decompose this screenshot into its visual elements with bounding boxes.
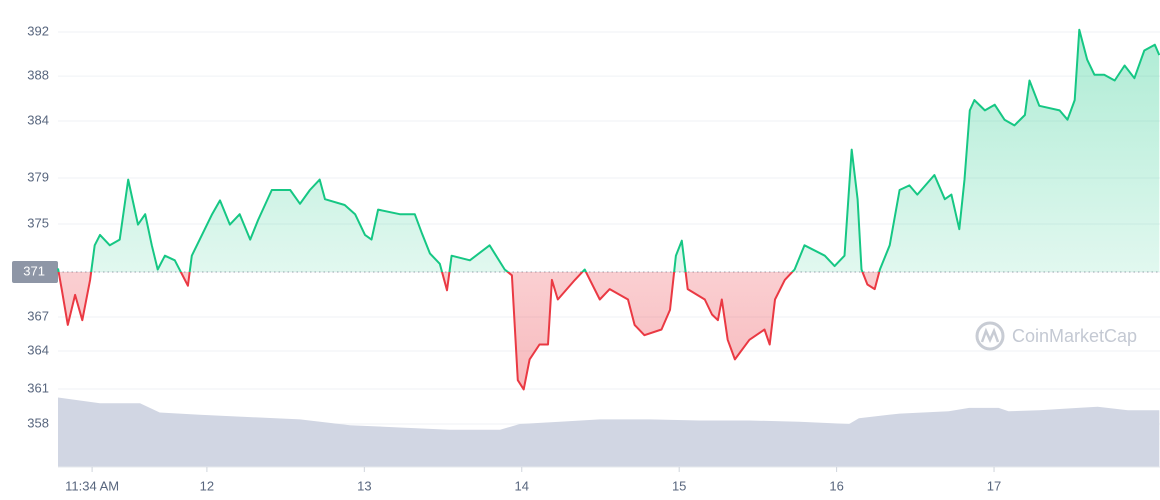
volume-area [58, 397, 1160, 467]
y-tick-highlight [12, 261, 58, 284]
y-tick-label: 392 [27, 23, 49, 38]
watermark: CoinMarketCap [975, 321, 1137, 351]
watermark-logo-mark [980, 327, 1000, 344]
x-tick-label: 11:34 AM [65, 478, 119, 493]
y-tick-label: 388 [27, 68, 49, 83]
y-tick-label: 358 [27, 415, 49, 430]
y-tick-label: 379 [27, 169, 49, 184]
x-tick-label: 12 [200, 478, 214, 493]
watermark-text: CoinMarketCap [1012, 326, 1137, 346]
watermark-logo [975, 321, 1005, 351]
y-tick-label: 384 [27, 112, 49, 127]
x-tick-label: 16 [829, 478, 843, 493]
x-tick-label: 17 [987, 478, 1001, 493]
price-area-up [58, 29, 1160, 273]
y-tick-label: 364 [27, 342, 49, 357]
y-tick-label: 375 [27, 215, 49, 230]
x-tick-label: 14 [515, 478, 529, 493]
price-line-up [57, 28, 1160, 273]
y-tick-label: 367 [27, 308, 49, 323]
price-line-down [57, 272, 881, 391]
y-tick-label: 371 [23, 263, 45, 278]
x-tick-label: 15 [672, 478, 686, 493]
x-tick-label: 13 [357, 478, 371, 493]
y-tick-label: 361 [27, 380, 49, 395]
